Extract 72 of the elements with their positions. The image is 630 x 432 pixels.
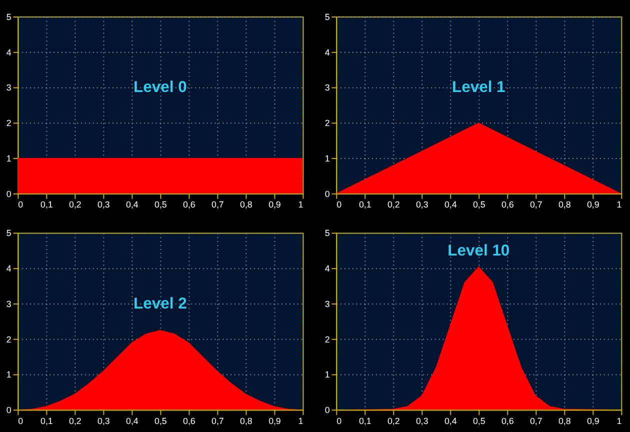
text: Level 0 [134, 79, 188, 96]
text: Level 2 [134, 295, 188, 312]
x-tick-label: 0,2 [69, 416, 82, 426]
y-tick-label: 5 [6, 228, 12, 238]
x-tick-label: 0,8 [240, 200, 252, 210]
y-tick-label: 2 [6, 118, 12, 128]
x-tick-label: 1 [616, 200, 622, 210]
x-tick-label: 0,9 [268, 416, 281, 426]
x-tick-label: 0,4 [126, 200, 138, 210]
x-tick-label: 0,5 [154, 416, 167, 426]
x-tick-label: 0,4 [444, 416, 457, 426]
y-tick-label: 0 [324, 405, 330, 416]
x-tick-label: 0,4 [444, 200, 457, 210]
x-tick-label: 0,3 [416, 416, 428, 426]
text: Level 10 [448, 242, 510, 260]
x-tick-label: 0,1 [358, 416, 372, 426]
y-tick-label: 0 [324, 188, 330, 199]
y-tick-label: 1 [6, 153, 12, 164]
x-tick-label: 0,8 [558, 200, 571, 210]
x-tick-label: 0,6 [183, 416, 196, 426]
y-tick-label: 4 [6, 264, 12, 274]
x-tick-label: 0,9 [268, 200, 281, 210]
x-tick-label: 0,6 [183, 200, 196, 210]
x-tick-label: 0 [18, 416, 24, 426]
y-tick-label: 3 [324, 298, 330, 309]
x-tick-label: 0,5 [472, 416, 486, 426]
x-tick-label: 0 [18, 200, 24, 210]
x-tick-label: 0,2 [387, 200, 400, 210]
x-tick-label: 0,8 [558, 416, 571, 426]
text: Level 1 [452, 79, 506, 96]
x-tick-label: 0,2 [69, 200, 82, 210]
y-tick-label: 2 [324, 118, 330, 128]
x-tick-label: 0,1 [358, 200, 372, 210]
y-tick-label: 3 [6, 82, 12, 93]
x-tick-label: 1 [616, 416, 622, 426]
x-tick-label: 0,1 [40, 416, 53, 426]
y-tick-label: 4 [6, 47, 12, 58]
x-tick-label: 0,8 [240, 416, 252, 426]
x-tick-label: 1 [298, 200, 304, 210]
x-tick-label: 0,6 [501, 200, 514, 210]
x-tick-label: 0 [336, 416, 342, 426]
y-tick-label: 2 [6, 334, 12, 344]
x-tick-label: 0,9 [587, 200, 600, 210]
y-tick-label: 1 [324, 370, 330, 380]
y-tick-label: 2 [324, 334, 330, 344]
x-tick-label: 0,3 [98, 416, 110, 426]
x-tick-label: 0,3 [98, 200, 110, 210]
y-tick-label: 0 [6, 405, 12, 416]
x-tick-label: 0,7 [530, 200, 542, 210]
y-tick-label: 3 [324, 82, 330, 93]
y-tick-label: 1 [324, 153, 330, 164]
y-tick-label: 5 [324, 12, 330, 22]
x-tick-label: 0,9 [587, 416, 600, 426]
y-tick-label: 4 [324, 264, 330, 274]
x-tick-label: 0,6 [501, 416, 514, 426]
x-tick-label: 0,2 [387, 416, 400, 426]
y-tick-label: 0 [6, 188, 12, 199]
y-tick-label: 1 [6, 370, 12, 380]
x-tick-label: 0,4 [126, 416, 138, 426]
x-tick-label: 0 [336, 200, 342, 210]
x-tick-label: 0,7 [530, 416, 542, 426]
y-tick-label: 4 [324, 47, 330, 58]
x-tick-label: 1 [298, 416, 304, 426]
x-tick-label: 0,3 [416, 200, 428, 210]
x-tick-label: 0,5 [472, 200, 486, 210]
x-tick-label: 0,5 [154, 200, 167, 210]
y-tick-label: 5 [6, 12, 12, 22]
x-tick-label: 0,7 [212, 200, 224, 210]
x-tick-label: 0,1 [40, 200, 53, 210]
y-tick-label: 5 [324, 228, 330, 238]
y-tick-label: 3 [6, 298, 12, 309]
x-tick-label: 0,7 [212, 416, 224, 426]
